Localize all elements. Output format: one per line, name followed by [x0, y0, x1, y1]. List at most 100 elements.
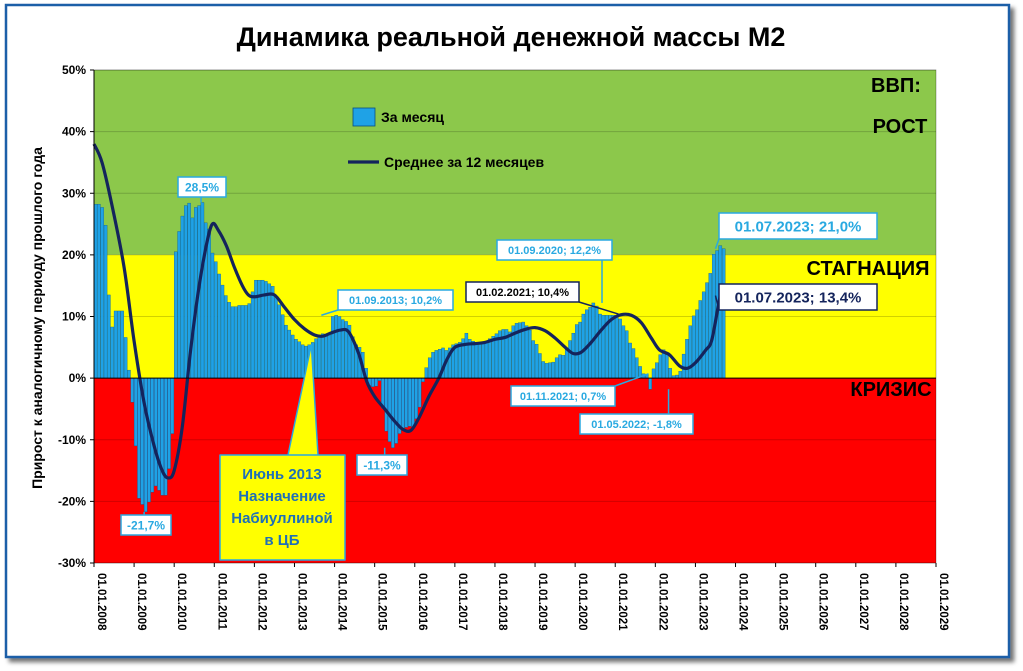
x-tick-label: 01.01.2025 [777, 573, 789, 631]
x-tick-label: 01.01.2023 [696, 573, 708, 631]
zone-label: ВВП: [871, 75, 921, 97]
bar [117, 310, 121, 379]
bar [227, 302, 231, 379]
bar [301, 344, 305, 379]
y-tick-label: 50% [62, 63, 86, 77]
bar [544, 363, 549, 379]
x-tick-label: 01.01.2029 [937, 573, 949, 631]
bar [110, 326, 114, 379]
x-tick-label: 01.01.2015 [376, 573, 388, 631]
bar [427, 357, 432, 379]
bar [678, 371, 682, 379]
bar [297, 341, 302, 379]
annot-min-2015-box [356, 454, 408, 476]
bar [698, 300, 702, 379]
annot-2022-may: 01.05.2022; -1,8% [591, 419, 682, 431]
bar [434, 350, 439, 379]
leader-line [714, 238, 720, 249]
bar [685, 339, 689, 379]
bar [668, 368, 672, 379]
legend-bar-label: За месяц [381, 109, 444, 125]
zone-label: РОСТ [873, 116, 928, 138]
y-tick-label: 0% [69, 371, 87, 385]
bar [277, 304, 281, 379]
bar [718, 245, 723, 379]
x-tick-label: 01.01.2019 [536, 573, 548, 631]
bar [551, 361, 555, 379]
annot-2023-avg-box [718, 283, 878, 311]
bar [711, 254, 716, 379]
bar [113, 310, 118, 379]
bar [147, 377, 151, 503]
bar [571, 332, 576, 379]
bar [665, 354, 669, 379]
bar [374, 377, 378, 387]
y-tick-label: -10% [58, 433, 86, 447]
bar [625, 330, 629, 379]
bar [331, 316, 335, 379]
bar [424, 367, 429, 379]
bar [337, 316, 342, 379]
bar [224, 295, 228, 379]
annot-2021-nov: 01.11.2021; 0,7% [520, 391, 606, 403]
bar [321, 333, 325, 379]
bar [384, 377, 388, 432]
annot-2022-may-box [579, 413, 694, 435]
bar [722, 248, 726, 379]
x-tick-label: 01.01.2018 [496, 573, 508, 631]
bar [237, 305, 241, 379]
bar [317, 334, 322, 379]
x-tick-labels: 01.01.2008 01.01.2009 01.01.2010 01.01.2011… [93, 563, 949, 631]
callout-text: Июнь 2013 [242, 466, 321, 483]
callout-text: Назначение [238, 488, 326, 505]
bar [103, 225, 108, 379]
bar [615, 315, 619, 379]
bar [404, 377, 408, 428]
bar [578, 321, 582, 379]
bar [417, 377, 422, 408]
bar [160, 377, 165, 496]
x-tick-label: 01.01.2022 [656, 573, 668, 631]
bar [314, 338, 318, 379]
annot-min-2009-box [120, 514, 172, 536]
annot-2020: 01.09.2020; 12,2% [508, 245, 601, 257]
bar [411, 377, 415, 427]
y-tick-label: 40% [62, 125, 86, 139]
x-tick-label: 01.01.2027 [857, 573, 869, 631]
annot-2020-box [496, 239, 613, 261]
x-tick-label: 01.01.2017 [456, 573, 468, 631]
bar [414, 377, 418, 419]
y-tick-label: 30% [62, 186, 86, 200]
zone-label: СТАГНАЦИЯ [807, 258, 930, 280]
bar [267, 283, 271, 379]
bar [481, 343, 485, 379]
bar [200, 202, 205, 379]
bar [217, 273, 221, 379]
bar [180, 215, 185, 379]
bar [107, 294, 111, 379]
bar [464, 332, 469, 379]
bar [534, 344, 539, 379]
bar [130, 377, 134, 403]
bar [394, 377, 398, 444]
bar [564, 347, 569, 379]
y-tick-label: -20% [58, 494, 86, 508]
x-tick-label: 01.01.2008 [95, 573, 107, 631]
bar [250, 291, 255, 379]
bar [608, 315, 612, 379]
bar [611, 315, 616, 379]
bar [581, 313, 586, 379]
bar [631, 348, 636, 379]
bar [184, 205, 188, 379]
bar [695, 309, 699, 379]
y-tick-label: 20% [62, 248, 86, 262]
bar [508, 331, 512, 379]
x-tick-label: 01.01.2024 [737, 573, 749, 631]
bar [287, 329, 292, 379]
bar [651, 368, 656, 379]
bar [177, 231, 181, 379]
bar [558, 354, 562, 379]
callout-box [219, 344, 346, 561]
